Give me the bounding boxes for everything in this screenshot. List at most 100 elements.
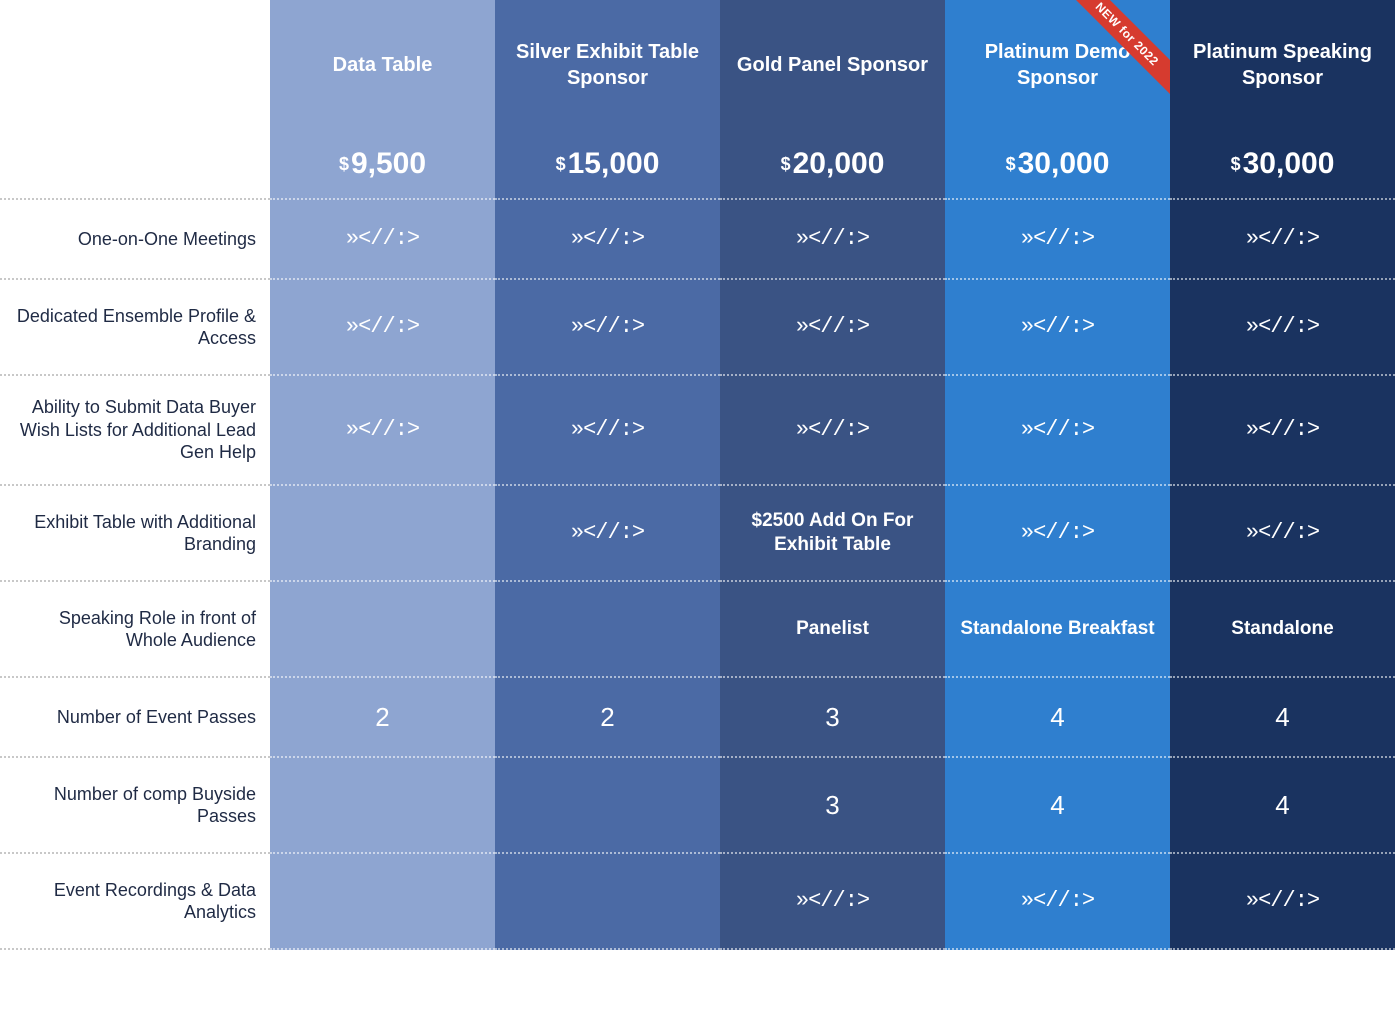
tier-price: $30,000 — [1170, 130, 1395, 200]
feature-cell: »<//:> — [495, 486, 720, 582]
price-amount: 9,500 — [351, 147, 426, 181]
cell-number: 4 — [1050, 789, 1064, 822]
check-icon: »<//:> — [571, 313, 644, 341]
cell-text: $2500 Add On For Exhibit Table — [730, 509, 935, 557]
feature-cell: Standalone Breakfast — [945, 582, 1170, 678]
feature-cell: »<//:> — [720, 854, 945, 950]
feature-cell: »<//:> — [1170, 280, 1395, 376]
tier-header: Data Table — [270, 0, 495, 130]
cell-number: 4 — [1275, 701, 1289, 734]
check-icon: »<//:> — [1246, 416, 1319, 444]
tier-header: Gold Panel Sponsor — [720, 0, 945, 130]
feature-cell: »<//:> — [945, 376, 1170, 486]
feature-label: Number of Event Passes — [0, 678, 270, 758]
price-amount: 30,000 — [1018, 147, 1110, 181]
check-icon: »<//:> — [1246, 519, 1319, 547]
feature-cell: »<//:> — [270, 376, 495, 486]
feature-cell: »<//:> — [1170, 486, 1395, 582]
tier-title: Data Table — [280, 52, 485, 78]
price-amount: 20,000 — [793, 147, 885, 181]
check-icon: »<//:> — [1021, 416, 1094, 444]
feature-cell: Standalone — [1170, 582, 1395, 678]
check-icon: »<//:> — [1246, 313, 1319, 341]
tier-header: Silver Exhibit Table Sponsor — [495, 0, 720, 130]
feature-cell: »<//:> — [720, 376, 945, 486]
cell-text: Standalone Breakfast — [960, 617, 1154, 641]
feature-label: Dedicated Ensemble Profile & Access — [0, 280, 270, 376]
check-icon: »<//:> — [796, 416, 869, 444]
cell-number: 4 — [1275, 789, 1289, 822]
feature-cell: »<//:> — [1170, 200, 1395, 280]
corner-blank — [0, 0, 270, 130]
pricing-table: Data Table Silver Exhibit Table Sponsor Go… — [0, 0, 1395, 950]
feature-cell: »<//:> — [270, 280, 495, 376]
feature-cell: »<//:> — [720, 280, 945, 376]
price-amount: 15,000 — [568, 147, 660, 181]
tier-title: Platinum Demo Sponsor — [955, 39, 1160, 91]
tier-title: Platinum Speaking Sponsor — [1180, 39, 1385, 91]
cell-number: 3 — [825, 701, 839, 734]
feature-cell: »<//:> — [945, 200, 1170, 280]
feature-cell: »<//:> — [1170, 854, 1395, 950]
feature-cell — [270, 854, 495, 950]
tier-title: Silver Exhibit Table Sponsor — [505, 39, 710, 91]
tier-price: $30,000 — [945, 130, 1170, 200]
price-blank — [0, 130, 270, 200]
currency-symbol: $ — [556, 154, 566, 175]
check-icon: »<//:> — [571, 416, 644, 444]
check-icon: »<//:> — [346, 416, 419, 444]
feature-cell: »<//:> — [495, 376, 720, 486]
feature-cell — [270, 486, 495, 582]
check-icon: »<//:> — [1021, 313, 1094, 341]
check-icon: »<//:> — [571, 225, 644, 253]
feature-cell: »<//:> — [270, 200, 495, 280]
feature-cell — [270, 582, 495, 678]
feature-cell — [495, 854, 720, 950]
currency-symbol: $ — [781, 154, 791, 175]
feature-cell — [270, 758, 495, 854]
feature-label: Exhibit Table with Additional Branding — [0, 486, 270, 582]
cell-number: 2 — [375, 701, 389, 734]
cell-number: 2 — [600, 701, 614, 734]
check-icon: »<//:> — [571, 519, 644, 547]
currency-symbol: $ — [1231, 154, 1241, 175]
feature-cell: 2 — [270, 678, 495, 758]
feature-cell: »<//:> — [945, 280, 1170, 376]
feature-label: Speaking Role in front of Whole Audience — [0, 582, 270, 678]
feature-label: One-on-One Meetings — [0, 200, 270, 280]
tier-title: Gold Panel Sponsor — [730, 52, 935, 78]
feature-cell: 4 — [945, 678, 1170, 758]
feature-cell: 3 — [720, 758, 945, 854]
feature-cell: »<//:> — [495, 280, 720, 376]
feature-cell: »<//:> — [945, 854, 1170, 950]
feature-cell: »<//:> — [495, 200, 720, 280]
feature-cell: »<//:> — [945, 486, 1170, 582]
feature-cell: 2 — [495, 678, 720, 758]
check-icon: »<//:> — [796, 225, 869, 253]
check-icon: »<//:> — [1246, 225, 1319, 253]
feature-label: Ability to Submit Data Buyer Wish Lists … — [0, 376, 270, 486]
check-icon: »<//:> — [346, 313, 419, 341]
check-icon: »<//:> — [1021, 225, 1094, 253]
feature-cell: »<//:> — [1170, 376, 1395, 486]
tier-price: $20,000 — [720, 130, 945, 200]
currency-symbol: $ — [339, 154, 349, 175]
feature-cell: 4 — [1170, 758, 1395, 854]
check-icon: »<//:> — [1246, 887, 1319, 915]
tier-header: Platinum Speaking Sponsor — [1170, 0, 1395, 130]
cell-text: Panelist — [796, 617, 869, 641]
price-amount: 30,000 — [1243, 147, 1335, 181]
feature-cell: $2500 Add On For Exhibit Table — [720, 486, 945, 582]
check-icon: »<//:> — [346, 225, 419, 253]
check-icon: »<//:> — [1021, 887, 1094, 915]
check-icon: »<//:> — [796, 887, 869, 915]
currency-symbol: $ — [1006, 154, 1016, 175]
tier-header: Platinum Demo SponsorNEW for 2022 — [945, 0, 1170, 130]
feature-cell: 4 — [945, 758, 1170, 854]
check-icon: »<//:> — [1021, 519, 1094, 547]
feature-cell: 3 — [720, 678, 945, 758]
feature-label: Event Recordings & Data Analytics — [0, 854, 270, 950]
cell-number: 3 — [825, 789, 839, 822]
tier-price: $15,000 — [495, 130, 720, 200]
cell-text: Standalone — [1231, 617, 1333, 641]
